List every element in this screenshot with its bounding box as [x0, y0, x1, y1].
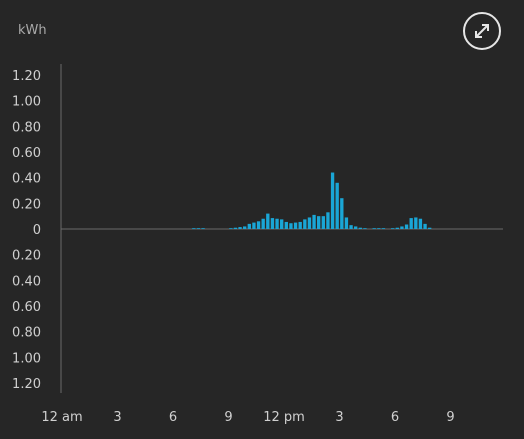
- bar[interactable]: [317, 216, 321, 229]
- bar[interactable]: [326, 212, 330, 229]
- y-tick-label: 0.20: [12, 249, 41, 264]
- y-axis-ticks: 1.20 1.00 0.80 0.60 0.40 0.20 0 0.20 0.40 0.60 0.8…: [12, 69, 41, 392]
- bar[interactable]: [256, 221, 261, 229]
- bar[interactable]: [247, 223, 251, 229]
- bar[interactable]: [335, 182, 339, 229]
- bar[interactable]: [428, 227, 432, 229]
- x-tick-label: 9: [446, 410, 454, 425]
- y-tick-label: 0.40: [12, 172, 41, 187]
- bar[interactable]: [381, 228, 386, 229]
- x-axis-ticks: 12 am 3 6 9 12 pm 3 6 9: [41, 410, 454, 425]
- bar[interactable]: [354, 226, 358, 229]
- bar[interactable]: [391, 228, 395, 229]
- bar[interactable]: [243, 226, 247, 229]
- y-tick-label: 0.20: [12, 197, 41, 212]
- x-tick-label: 9: [224, 410, 232, 425]
- y-tick-label: 0.60: [12, 300, 41, 315]
- bar[interactable]: [275, 218, 279, 229]
- x-tick-label: 12 pm: [263, 410, 305, 425]
- bar[interactable]: [196, 228, 201, 229]
- y-tick-label: 1.00: [12, 351, 41, 366]
- bar[interactable]: [418, 218, 423, 229]
- bar[interactable]: [201, 228, 205, 229]
- bar[interactable]: [261, 218, 265, 229]
- x-tick-label: 6: [391, 410, 399, 425]
- bar[interactable]: [303, 219, 307, 230]
- y-tick-label: 0.80: [12, 326, 41, 341]
- bar[interactable]: [423, 223, 427, 229]
- bar[interactable]: [229, 228, 233, 229]
- bar[interactable]: [298, 221, 302, 229]
- x-tick-label: 6: [169, 410, 177, 425]
- bar[interactable]: [404, 224, 409, 229]
- x-tick-label: 3: [335, 410, 343, 425]
- bar[interactable]: [395, 227, 399, 229]
- bars: [192, 172, 432, 230]
- bar[interactable]: [266, 213, 270, 229]
- y-tick-label: 0.40: [12, 274, 41, 289]
- y-tick-label: 0.80: [12, 120, 41, 135]
- bar[interactable]: [358, 227, 362, 229]
- bar[interactable]: [363, 228, 367, 229]
- bar[interactable]: [289, 223, 293, 229]
- bar[interactable]: [293, 222, 298, 229]
- x-tick-label: 3: [113, 410, 121, 425]
- bar[interactable]: [344, 217, 349, 229]
- expand-button[interactable]: [463, 12, 501, 50]
- y-tick-label: 0.60: [12, 146, 41, 161]
- y-tick-label: 1.20: [12, 69, 41, 84]
- y-tick-label: 1.00: [12, 95, 41, 110]
- bar[interactable]: [233, 227, 238, 229]
- bar[interactable]: [321, 216, 325, 229]
- bar[interactable]: [349, 225, 353, 229]
- bar[interactable]: [400, 226, 404, 229]
- bar[interactable]: [192, 228, 196, 229]
- bar[interactable]: [312, 214, 316, 229]
- bar[interactable]: [330, 172, 335, 229]
- bar[interactable]: [307, 217, 312, 229]
- bar[interactable]: [340, 198, 344, 229]
- unit-label: kWh: [18, 23, 47, 38]
- expand-arrows-icon: [475, 24, 489, 38]
- bar[interactable]: [252, 222, 256, 229]
- bar[interactable]: [377, 228, 381, 229]
- x-tick-label: 12 am: [41, 410, 82, 425]
- bar[interactable]: [414, 217, 418, 229]
- bar[interactable]: [372, 228, 376, 229]
- y-tick-label: 1.20: [12, 377, 41, 392]
- y-tick-label: 0: [33, 223, 41, 238]
- bar[interactable]: [238, 227, 242, 229]
- bar[interactable]: [280, 219, 284, 230]
- bar[interactable]: [270, 218, 275, 229]
- bar[interactable]: [409, 218, 413, 229]
- bar[interactable]: [284, 221, 288, 229]
